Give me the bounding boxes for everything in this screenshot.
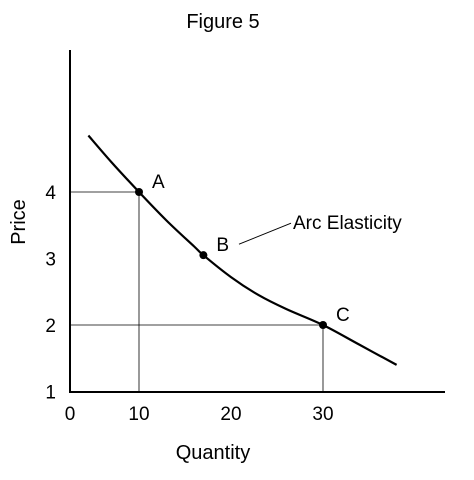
y-axis-label: Price — [8, 199, 30, 245]
point-c — [319, 321, 327, 329]
point-a — [135, 188, 143, 196]
y-tick-label-4: 4 — [45, 183, 56, 204]
x-tick-label-30: 30 — [312, 404, 333, 425]
x-tick-label-10: 10 — [128, 404, 149, 425]
point-label-a: A — [152, 172, 165, 193]
y-tick-labels: 1 2 3 4 — [45, 183, 56, 404]
x-tick-label-0: 0 — [65, 404, 76, 425]
chart-title: Figure 5 — [186, 11, 259, 33]
y-tick-label-2: 2 — [45, 316, 56, 337]
arc-elasticity-label: Arc Elasticity — [293, 213, 402, 234]
y-tick-label-3: 3 — [45, 250, 56, 271]
x-axis-label: Quantity — [176, 442, 250, 464]
arc-elasticity-leader — [238, 222, 292, 245]
point-label-b: B — [216, 235, 229, 256]
point-label-c: C — [336, 305, 350, 326]
x-tick-label-20: 20 — [220, 404, 241, 425]
reference-lines — [70, 191, 324, 392]
demand-curve — [87, 134, 398, 366]
x-tick-labels: 0 10 20 30 — [65, 404, 334, 425]
curve-points: A B C — [135, 172, 350, 329]
point-b — [199, 251, 208, 260]
y-tick-label-1: 1 — [45, 383, 56, 404]
